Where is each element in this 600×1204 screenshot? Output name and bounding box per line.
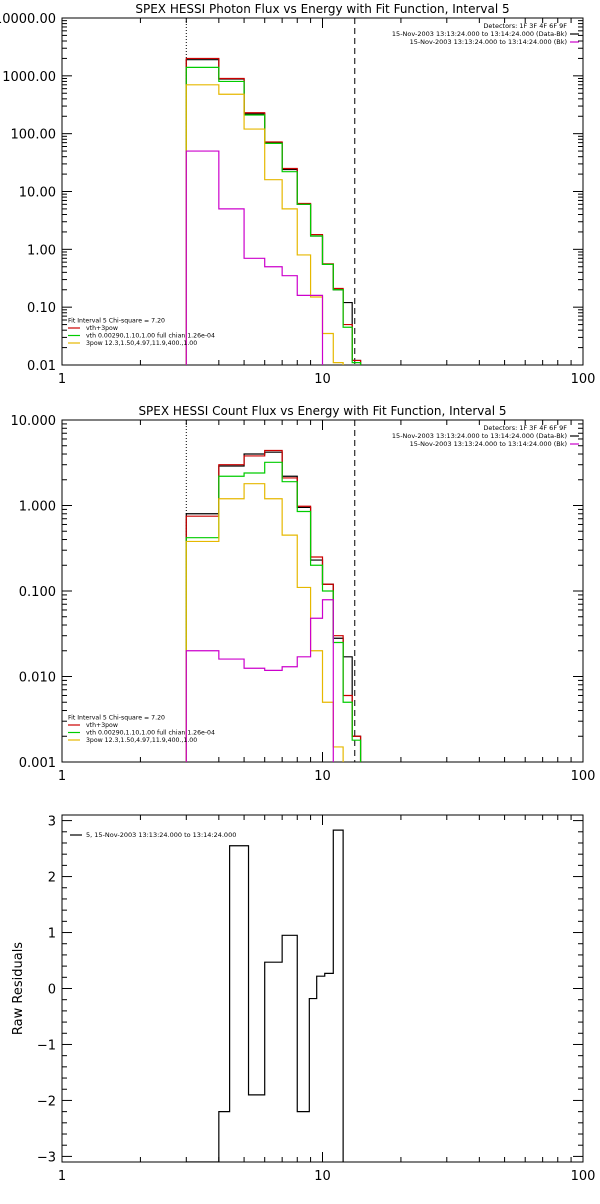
legend-bottom-text: vth+3pow (86, 325, 118, 332)
y-tick-label: 2 (48, 871, 56, 886)
series-3pow (185, 483, 344, 762)
chart-panel-1: SPEX HESSI Photon Flux vs Energy with Fi… (0, 2, 595, 387)
series-vth-3pow (185, 57, 362, 365)
x-tick-label: 100 (571, 1169, 596, 1184)
chart-panel-3: Raw Residuals 1 10 100 −3 −2 −1 0 1 2 3 5, 15-Nov-2… (11, 814, 596, 1184)
y-tick-label: 0.01 (27, 359, 56, 374)
plot-area (185, 18, 362, 365)
y-axis-label: Raw Residuals (11, 942, 26, 1035)
series-bk (185, 599, 334, 762)
legend-bottom-text: 3pow 12.3,1.50,4.97,11.9,400.,1.00 (86, 737, 197, 744)
legend-bottom-text: Fit Interval 5 Chi-square = 7.20 (68, 318, 165, 325)
plot-frame (61, 814, 584, 1163)
y-tick-label: 1 (48, 927, 56, 942)
plot-area (186, 829, 344, 1162)
legend-bottom-text: vth 0.00290,1.10,1.00 full chian 1.26e-0… (86, 333, 215, 340)
series-vth (185, 66, 362, 365)
y-tick-label: 0.100 (19, 585, 56, 600)
legend-bottom-text: Fit Interval 5 Chi-square = 7.20 (68, 715, 165, 722)
legend-top-text: 15-Nov-2003 13:13:24.000 to 13:14:24.000… (410, 440, 567, 448)
series-data-bk (185, 451, 362, 762)
legend-top-text: 15-Nov-2003 13:13:24.000 to 13:14:24.000… (392, 432, 567, 440)
x-tick-label: 1 (58, 372, 66, 387)
series-vth-3pow (185, 449, 362, 762)
y-tick-label: −2 (37, 1094, 56, 1109)
x-tick-label: 1 (58, 769, 66, 784)
x-tick-label: 10 (314, 1169, 331, 1184)
y-tick-label: 1.00 (27, 243, 56, 258)
chart-panel-2: SPEX HESSI Count Flux vs Energy with Fit… (11, 404, 596, 784)
legend-bottom-text: vth 0.00290,1.10,1.00 full chian 1.26e-0… (86, 730, 215, 737)
series-residuals (186, 829, 344, 1162)
legend-top-text: Detectors: 1F 3F 4F 6F 9F (483, 424, 567, 432)
x-tick-label: 1 (58, 1169, 66, 1184)
y-tick-label: 10000.00 (0, 12, 56, 27)
y-tick-label: −1 (37, 1038, 56, 1053)
x-tick-label: 100 (571, 769, 596, 784)
legend-bottom-text: vth+3pow (86, 722, 118, 729)
plot-area (185, 420, 362, 762)
legend-bottom-text: 3pow 12.3,1.50,4.97,11.9,400.,1.00 (86, 340, 197, 347)
y-tick-label: −3 (37, 1150, 56, 1165)
series-3pow (185, 84, 344, 365)
y-tick-label: 0.001 (19, 756, 56, 771)
y-tick-label: 3 (48, 815, 56, 830)
legend-top-text: 15-Nov-2003 13:13:24.000 to 13:14:24.000… (392, 30, 567, 38)
legend-top-text: 15-Nov-2003 13:13:24.000 to 13:14:24.000… (410, 38, 567, 46)
x-tick-label: 10 (314, 769, 331, 784)
y-tick-label: 100.00 (11, 128, 57, 143)
y-tick-label: 0.10 (27, 301, 56, 316)
series-data-bk (185, 59, 362, 365)
y-tick-label: 10.000 (11, 414, 57, 429)
series-bk (185, 150, 324, 365)
legend-text: 5, 15-Nov-2003 13:13:24.000 to 13:14:24.… (86, 831, 236, 839)
y-tick-label: 1.000 (19, 500, 56, 515)
y-tick-label: 0 (48, 983, 56, 998)
chart-title: SPEX HESSI Photon Flux vs Energy with Fi… (135, 2, 509, 16)
y-tick-label: 0.010 (19, 671, 56, 686)
x-tick-label: 100 (571, 372, 596, 387)
y-tick-label: 10.00 (19, 186, 56, 201)
y-tick-label: 1000.00 (2, 70, 56, 85)
series-vth (185, 461, 362, 762)
chart-title: SPEX HESSI Count Flux vs Energy with Fit… (138, 404, 506, 418)
legend-top-text: Detectors: 1F 3F 4F 6F 9F (483, 22, 567, 30)
x-tick-label: 10 (314, 372, 331, 387)
